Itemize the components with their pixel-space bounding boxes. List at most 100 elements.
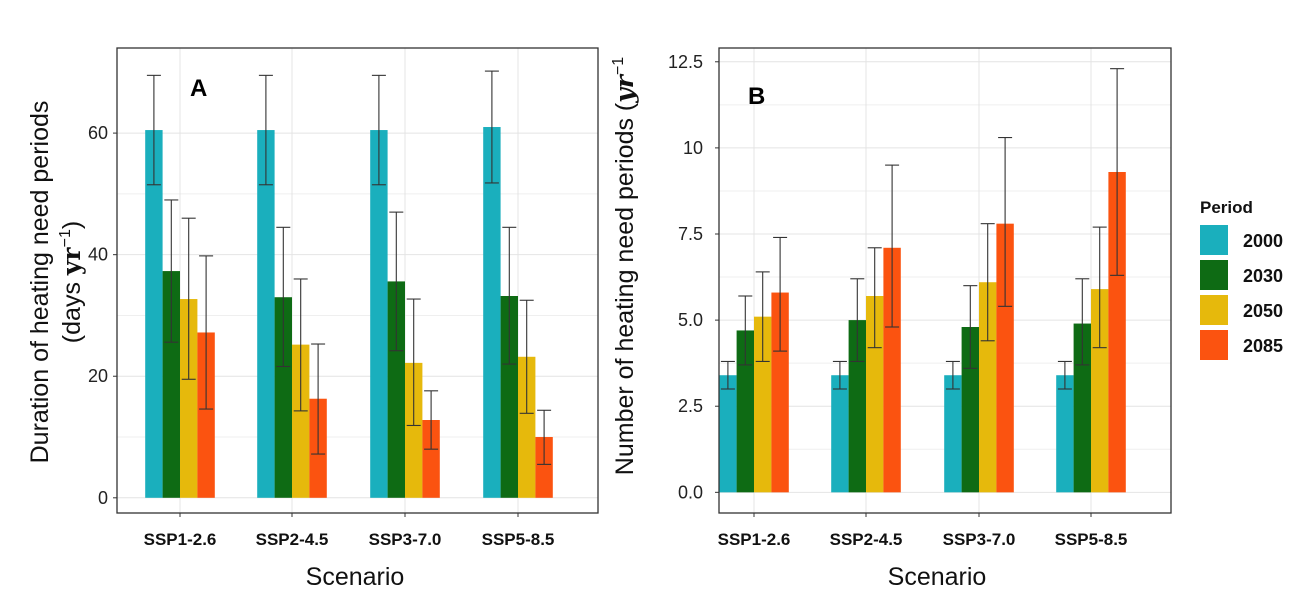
bar-2085-SSP1-2.6 <box>197 332 215 498</box>
bar-2050-SSP5-8.5 <box>518 356 536 498</box>
error-bar-2085-SSP5-8.5 <box>537 409 552 465</box>
error-bar-2000-SSP3-7.0 <box>945 360 960 390</box>
error-bar-2030-SSP1-2.6 <box>738 295 753 366</box>
error-bar-2030-SSP2-4.5 <box>850 278 865 362</box>
bar-2085-SSP3-7.0 <box>996 223 1014 493</box>
panel-a-letter: A <box>190 75 207 102</box>
error-bar-2030-SSP1-2.6 <box>164 199 179 343</box>
error-bar-2000-SSP5-8.5 <box>484 70 499 184</box>
error-bar-2050-SSP1-2.6 <box>755 271 770 362</box>
y-tick-label: 2.5 <box>678 396 703 416</box>
bar-2085-SSP5-8.5 <box>535 437 553 498</box>
panel-b-y-axis-title-prefix: Number of heating need periods ( <box>611 102 639 475</box>
bar-2085-SSP2-4.5 <box>883 247 901 493</box>
y-tick-label: 7.5 <box>678 224 703 244</box>
error-bar-2085-SSP2-4.5 <box>885 164 900 328</box>
panel-a-y-axis-title-suffix: ) <box>58 221 86 229</box>
error-bar-2050-SSP2-4.5 <box>293 278 308 412</box>
y-tick-label: 10 <box>683 138 703 158</box>
error-bar-2000-SSP2-4.5 <box>258 74 273 186</box>
panel-b-border <box>718 47 1172 514</box>
panel-a-x-ticks: SSP1-2.6 SSP2-4.5 SSP3-7.0 SSP5-8.5 <box>144 513 554 549</box>
x-tick-label-SSP3-7.0: SSP3-7.0 <box>943 530 1016 549</box>
error-bar-2050-SSP2-4.5 <box>867 247 882 349</box>
bar-2000-SSP5-8.5 <box>483 127 501 498</box>
panel-b-y-axis-title: Number of heating need periods (yr−1 <box>610 57 639 476</box>
bar-2000-SSP2-4.5 <box>831 375 849 493</box>
legend-label-2050: 2050 <box>1243 301 1283 321</box>
error-bar-2000-SSP1-2.6 <box>720 360 735 390</box>
y-tick-label: 12.5 <box>668 52 703 72</box>
bar-2085-SSP1-2.6 <box>771 292 789 493</box>
legend-label-2030: 2030 <box>1243 266 1283 286</box>
panel-a-bars <box>145 127 553 498</box>
x-tick-label-SSP2-4.5: SSP2-4.5 <box>256 530 329 549</box>
error-bar-2030-SSP2-4.5 <box>276 226 291 368</box>
bar-2000-SSP3-7.0 <box>944 375 962 493</box>
bar-2050-SSP1-2.6 <box>180 299 198 498</box>
panel-b-y-axis-unit: yr <box>610 73 639 104</box>
legend-items: 2000 2030 2050 2085 <box>1200 225 1283 360</box>
y-tick-label: 0.0 <box>678 482 703 502</box>
legend-item-2050: 2050 <box>1200 295 1283 325</box>
bar-2050-SSP2-4.5 <box>866 296 884 493</box>
legend-swatch-2030 <box>1200 260 1228 290</box>
panel-b-letter: B <box>748 83 765 110</box>
bar-2050-SSP5-8.5 <box>1091 289 1109 493</box>
y-tick-label: 20 <box>88 366 108 386</box>
panel-a-y-axis-title-prefix: (days <box>58 275 86 343</box>
panel-b-y-ticks: 0.0 2.5 5.0 7.5 10 12.5 <box>668 52 719 502</box>
x-tick-label-SSP2-4.5: SSP2-4.5 <box>830 530 903 549</box>
legend-label-2000: 2000 <box>1243 231 1283 251</box>
bar-2085-SSP5-8.5 <box>1108 172 1126 493</box>
panel-b: 0.0 2.5 5.0 7.5 10 12.5 SSP1-2.6 SSP2-4.5 SSP3-… <box>610 47 1172 589</box>
x-tick-label-SSP5-8.5: SSP5-8.5 <box>1055 530 1128 549</box>
legend-item-2085: 2085 <box>1200 330 1283 360</box>
panel-b-y-axis-exponent: −1 <box>610 57 627 75</box>
error-bar-2085-SSP5-8.5 <box>1110 68 1125 276</box>
error-bar-2000-SSP5-8.5 <box>1057 360 1072 390</box>
bar-2030-SSP2-4.5 <box>274 297 292 498</box>
error-bar-2000-SSP1-2.6 <box>146 74 161 186</box>
bar-2000-SSP1-2.6 <box>719 375 737 493</box>
error-bar-2050-SSP5-8.5 <box>1092 226 1107 349</box>
bar-2030-SSP1-2.6 <box>162 271 180 498</box>
y-tick-label: 60 <box>88 123 108 143</box>
bar-2050-SSP1-2.6 <box>754 316 772 493</box>
legend-title: Period <box>1200 198 1253 217</box>
x-tick-label-SSP3-7.0: SSP3-7.0 <box>369 530 442 549</box>
legend-swatch-2050 <box>1200 295 1228 325</box>
legend-label-2085: 2085 <box>1243 336 1283 356</box>
legend-swatch-2000 <box>1200 225 1228 255</box>
error-bar-2050-SSP3-7.0 <box>406 298 421 427</box>
x-tick-label-SSP1-2.6: SSP1-2.6 <box>144 530 217 549</box>
bar-2000-SSP5-8.5 <box>1056 375 1074 493</box>
error-bar-2085-SSP1-2.6 <box>773 236 788 352</box>
bar-2030-SSP1-2.6 <box>736 330 754 493</box>
error-bar-2050-SSP5-8.5 <box>519 299 534 414</box>
legend: Period 2000 2030 2050 2085 <box>1200 198 1283 360</box>
panel-b-bars <box>719 172 1126 493</box>
error-bar-2085-SSP3-7.0 <box>424 390 439 450</box>
panel-a-x-axis-title: Scenario <box>306 563 405 589</box>
panel-b-x-axis-title: Scenario <box>888 563 987 589</box>
panel-b-x-ticks: SSP1-2.6 SSP2-4.5 SSP3-7.0 SSP5-8.5 <box>718 513 1128 549</box>
error-bar-2000-SSP3-7.0 <box>371 74 386 186</box>
y-tick-label: 5.0 <box>678 310 703 330</box>
panel-a-y-axis-title-line2: (days yr−1) <box>57 221 86 343</box>
legend-item-2030: 2030 <box>1200 260 1283 290</box>
legend-item-2000: 2000 <box>1200 225 1283 255</box>
bar-2000-SSP3-7.0 <box>370 130 388 498</box>
panel-a: 0 20 40 60 SSP1-2.6 SSP2-4.5 SSP3-7.0 SSP5-8.5… <box>26 47 599 589</box>
bar-2030-SSP2-4.5 <box>848 320 866 493</box>
panel-a-y-axis-unit: yr <box>57 247 86 277</box>
y-tick-label: 0 <box>98 488 108 508</box>
error-bar-2030-SSP5-8.5 <box>1075 278 1090 366</box>
bar-2030-SSP5-8.5 <box>500 296 518 498</box>
y-tick-label: 40 <box>88 245 108 265</box>
bar-2000-SSP1-2.6 <box>145 130 163 498</box>
bar-2030-SSP3-7.0 <box>387 281 405 498</box>
error-bar-2085-SSP1-2.6 <box>199 255 214 410</box>
bar-2085-SSP3-7.0 <box>422 420 440 498</box>
